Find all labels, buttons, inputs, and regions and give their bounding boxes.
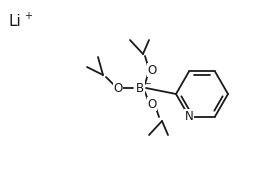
Text: B: B — [136, 82, 144, 95]
Text: Li: Li — [8, 14, 21, 28]
Text: O: O — [147, 97, 157, 111]
Text: N: N — [185, 110, 193, 123]
Text: O: O — [147, 63, 157, 77]
Text: +: + — [24, 11, 32, 21]
Text: O: O — [113, 82, 123, 95]
Text: −: − — [143, 79, 151, 87]
